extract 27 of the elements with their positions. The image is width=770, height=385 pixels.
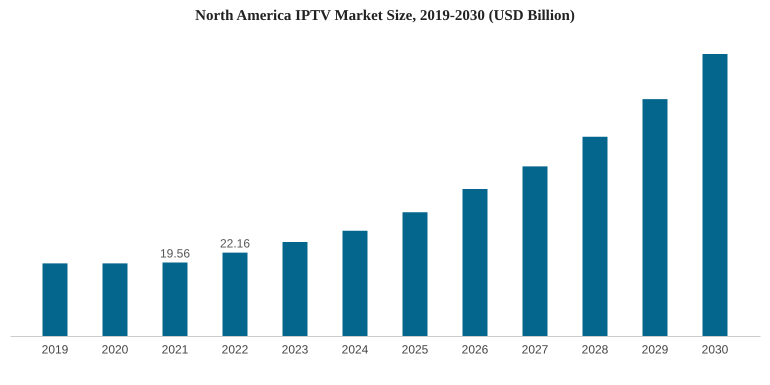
x-tick-label: 2025 <box>402 342 429 356</box>
data-label: 19.56 <box>160 246 190 260</box>
x-tick-label: 2023 <box>282 342 309 356</box>
bar <box>702 54 728 336</box>
chart-title: North America IPTV Market Size, 2019-2030 (USD Billion) <box>195 8 575 24</box>
bar <box>282 242 308 336</box>
bar <box>102 263 128 336</box>
x-tick-label: 2022 <box>222 342 249 356</box>
x-tick-label: 2027 <box>522 342 549 356</box>
bar <box>582 136 608 336</box>
bar <box>222 252 248 336</box>
x-tick-label: 2020 <box>102 342 129 356</box>
x-tick-label: 2028 <box>582 342 609 356</box>
x-tick-label: 2029 <box>642 342 669 356</box>
bar <box>342 230 368 336</box>
x-tick-label: 2030 <box>702 342 729 356</box>
x-tick-label: 2024 <box>342 342 369 356</box>
x-tick-label: 2019 <box>42 342 69 356</box>
bar <box>522 166 548 336</box>
data-label: 22.16 <box>220 236 250 251</box>
bar <box>402 212 428 336</box>
x-tick-label: 2021 <box>162 342 189 356</box>
bar <box>162 262 188 336</box>
bar <box>42 263 68 336</box>
bar <box>462 188 488 336</box>
x-tick-label: 2026 <box>462 342 489 356</box>
bar <box>642 99 668 336</box>
